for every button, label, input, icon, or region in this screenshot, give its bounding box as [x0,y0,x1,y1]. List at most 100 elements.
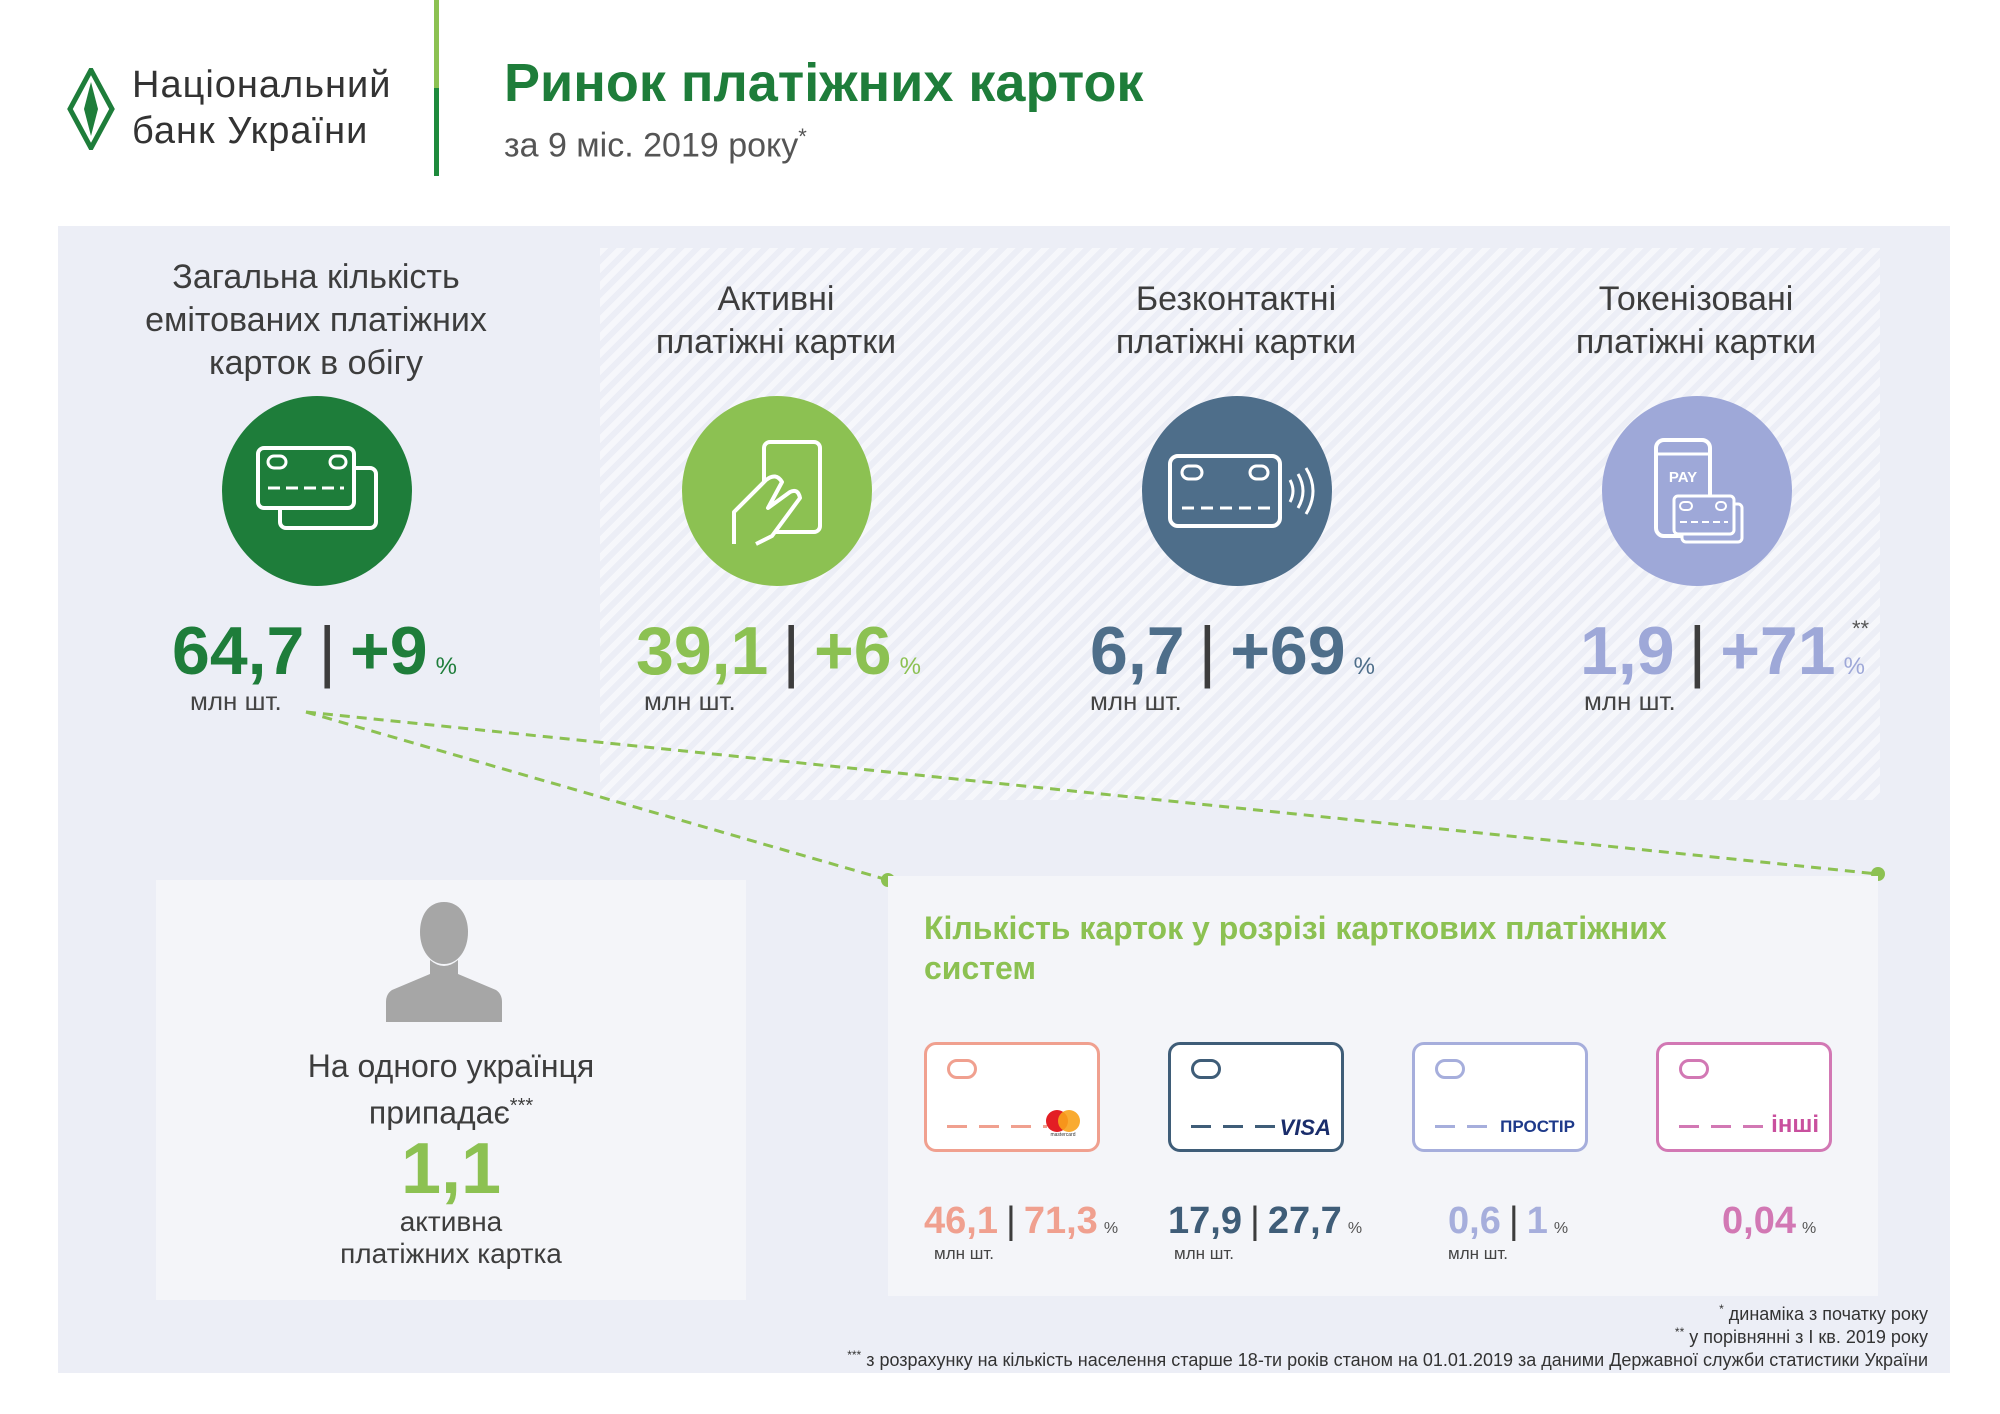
metric-contactless-pct: % [1353,653,1375,680]
per-person-line4: платіжних картка [340,1238,562,1269]
footnote-1-text: динаміка з початку року [1723,1304,1928,1324]
metric-active-pct: % [899,653,921,680]
footnote-1-mark: * [1719,1302,1724,1316]
mastercard-value: 46,1 | 71,3% [924,1200,1118,1243]
footnote-1: * динаміка з початку року [1719,1302,1928,1325]
metric-contactless-title-line1: Безконтактні [1135,280,1337,318]
visa-share: 27,7 [1267,1200,1342,1242]
metric-total-title-line1: Загальна кількість [172,258,460,296]
mastercard-pct: % [1103,1220,1119,1237]
prostir-value: 0,6 | 1% [1448,1200,1568,1243]
metric-contactless-number: 6,7 [1090,613,1185,689]
page-subtitle: за 9 міс. 2019 року* [504,124,807,165]
mastercard-separator: | [1005,1200,1016,1242]
footnote-2: ** у порівнянні з I кв. 2019 року [1675,1325,1928,1348]
metric-tokenized-title-line1: Токенізовані [1598,280,1794,318]
mastercard-unit: млн шт. [934,1244,994,1263]
footnote-3-text: з розрахунку на кількість населення стар… [861,1350,1928,1370]
subtitle-text: за 9 міс. 2019 року [504,126,799,165]
org-name-line2: банк України [132,110,369,152]
metric-active-value: 39,1 | +6% [636,612,921,690]
metric-total-title-line3: карток в обігу [209,344,423,382]
prostir-pct: % [1553,1220,1569,1237]
visa-pct: % [1347,1220,1363,1237]
per-person-value: 1,1 [400,1129,502,1209]
footnote-3-mark: *** [847,1348,862,1362]
card-chip-icon [947,1059,977,1079]
metric-tokenized-separator: | [1688,613,1707,689]
card-dashes [1435,1125,1499,1128]
header-divider [434,0,439,176]
metric-active-title-line2: платіжні картки [655,323,897,361]
per-person-line2-wrap: припадає*** [156,1086,746,1133]
metric-contactless-title-line2: платіжні картки [1115,323,1357,361]
metric-total-pct: % [435,653,457,680]
footnote-2-text: у порівнянні з I кв. 2019 року [1684,1327,1928,1347]
prostir-separator: | [1508,1200,1519,1242]
metric-tokenized-title: Токенізовані платіжні картки [1476,278,1916,364]
visa-unit: млн шт. [1174,1244,1234,1263]
visa-card-icon: VISA [1168,1042,1344,1152]
metric-active-number: 39,1 [636,613,769,689]
metric-tokenized-value: 1,9 | +71% [1580,612,1865,690]
prostir-card-icon: ПРОСТІР [1412,1042,1588,1152]
other-share: 0,04 [1722,1200,1796,1242]
per-person-unit: активна платіжних картка [156,1206,746,1270]
prostir-count: 0,6 [1448,1200,1501,1242]
per-person-caption: На одного українця припадає*** [156,1046,746,1133]
pay-label: PAY [1669,469,1697,486]
other-logo: інші [1771,1111,1819,1138]
mastercard-logo: mastercard [1043,1109,1083,1138]
metric-tokenized-number: 1,9 [1580,613,1675,689]
other-pct: % [1801,1220,1817,1237]
visa-value: 17,9 | 27,7% [1168,1200,1362,1243]
card-chip-icon [1679,1059,1709,1079]
per-person-line2: припадає [368,1094,510,1131]
card-dashes [1679,1125,1775,1128]
mastercard-count: 46,1 [924,1200,998,1242]
cards-icon [222,396,412,586]
per-person-line1: На одного українця [307,1048,595,1084]
header-divider-accent [434,0,439,88]
metric-tokenized-change: +71 [1720,613,1836,689]
card-dashes [1191,1125,1287,1128]
metric-contactless-unit: млн шт. [1090,686,1182,716]
nbu-logo-icon [64,64,118,154]
per-person-line3: активна [399,1206,503,1237]
metric-contactless-value: 6,7 | +69% [1090,612,1375,690]
org-name: Національний банк України [132,62,391,154]
card-dashes [947,1125,1047,1128]
metric-active-title-line1: Активні [717,280,835,318]
payment-systems-title: Кількість карток у розрізі карткових пла… [924,910,1667,986]
metric-tokenized-footnote-mark: ** [1852,616,1870,641]
card-chip-icon [1191,1059,1221,1079]
subtitle-footnote-mark: * [798,124,807,149]
prostir-logo: ПРОСТІР [1500,1117,1575,1136]
card-chip-icon [1435,1059,1465,1079]
metric-contactless-title: Безконтактні платіжні картки [1016,278,1456,364]
prostir-unit: млн шт. [1448,1244,1508,1263]
metric-contactless-change: +69 [1230,613,1346,689]
mastercard-card-icon: mastercard [924,1042,1100,1152]
visa-count: 17,9 [1168,1200,1242,1242]
footnote-2-mark: ** [1674,1325,1685,1339]
metric-total-separator: | [318,613,337,689]
other-card-icon: інші [1656,1042,1832,1152]
metric-contactless-separator: | [1198,613,1217,689]
other-value: 0,04% [1706,1200,1816,1243]
metric-active-change: +6 [814,613,892,689]
footnote-3: *** з розрахунку на кількість населення … [847,1348,1928,1371]
org-name-line1: Національний [132,64,392,106]
metric-tokenized-pct: % [1843,653,1865,680]
metric-total-title-line2: емітованих платіжних [145,301,487,339]
hand-card-icon [682,396,872,586]
visa-logo: VISA [1279,1115,1331,1140]
metric-tokenized-title-line2: платіжні картки [1575,323,1817,361]
person-icon [384,898,504,1022]
metric-active-unit: млн шт. [644,686,736,716]
metric-total-unit: млн шт. [190,686,282,716]
metric-total-title: Загальна кількість емітованих платіжних … [96,256,536,385]
contactless-card-icon [1142,396,1332,586]
metric-total-number: 64,7 [172,613,305,689]
metric-active-separator: | [782,613,801,689]
